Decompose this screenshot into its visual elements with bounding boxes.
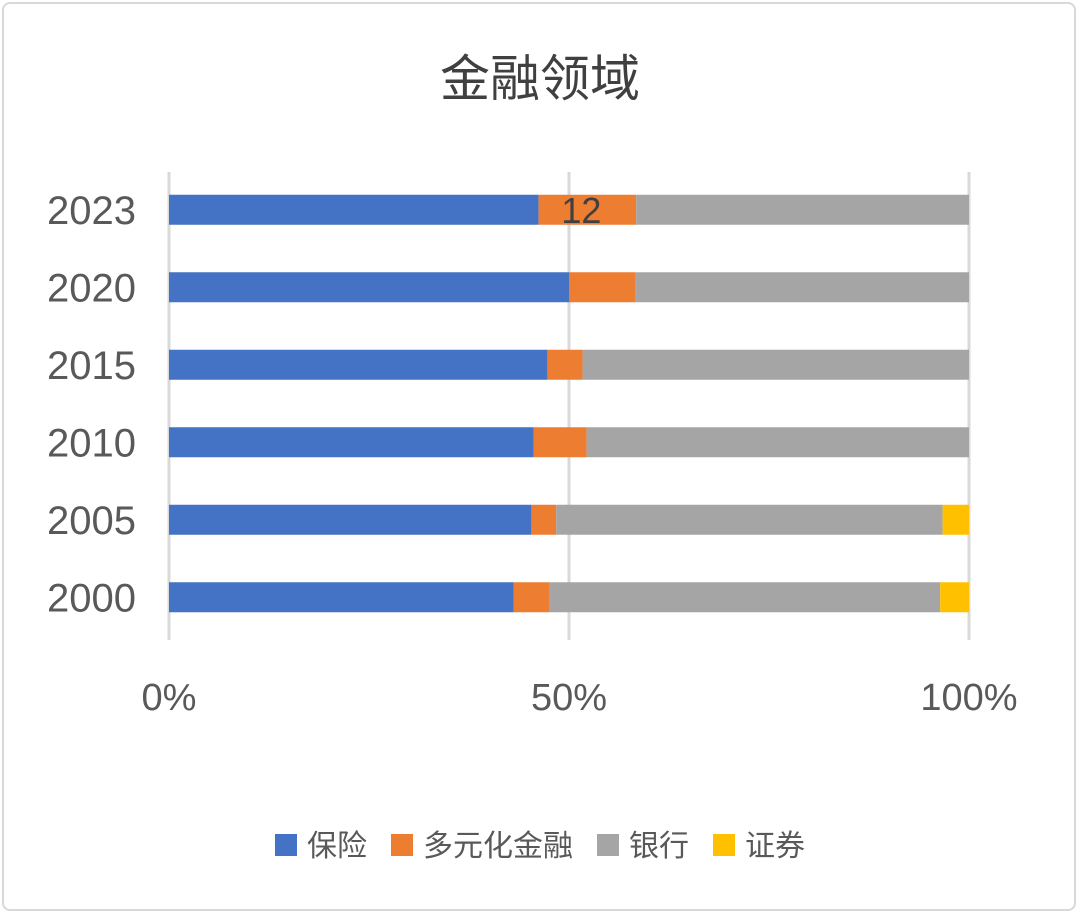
bar-segment (169, 504, 532, 535)
bars (169, 194, 969, 613)
legend-swatch (275, 834, 297, 856)
bar-segment (635, 272, 969, 303)
bar-segment (586, 427, 969, 458)
bar-segment (582, 349, 969, 380)
y-tick-label: 2023 (47, 189, 136, 233)
y-tick-label: 2010 (47, 421, 136, 465)
bar-segment (169, 349, 548, 380)
bar-segment (636, 194, 969, 225)
legend: 保险 多元化金融 银行 证券 (275, 829, 805, 864)
bar-segment (533, 427, 587, 458)
data-labels: 12 (561, 190, 601, 231)
data-label: 12 (561, 190, 601, 231)
legend-label: 保险 (307, 829, 367, 864)
legend-swatch (597, 834, 619, 856)
bar-segment (538, 194, 637, 225)
y-tick-label: 2000 (47, 576, 136, 620)
bar-segment (169, 427, 534, 458)
bar-segment (513, 582, 549, 613)
bar-segment (169, 272, 569, 303)
bar-segment (169, 194, 539, 225)
y-axis-labels: 2023 2020 2015 2010 2005 2000 (47, 189, 136, 621)
bar-segment (942, 504, 969, 535)
legend-label: 多元化金融 (423, 829, 573, 864)
legend-swatch (713, 834, 735, 856)
x-axis-labels: 0% 50% 100% (142, 677, 1018, 719)
bar-segment (569, 272, 636, 303)
y-tick-label: 2005 (47, 499, 136, 543)
y-tick-label: 2020 (47, 266, 136, 310)
bar-segment (556, 504, 943, 535)
gridlines (167, 172, 971, 640)
bar-segment (549, 582, 941, 613)
x-tick-label: 0% (142, 677, 197, 719)
x-tick-label: 100% (920, 677, 1017, 719)
bar-segment (547, 349, 583, 380)
x-tick-label: 50% (531, 677, 607, 719)
legend-label: 银行 (629, 829, 689, 864)
y-tick-label: 2015 (47, 344, 136, 388)
chart-title: 金融领域 (440, 50, 640, 108)
bar-segment (531, 504, 557, 535)
legend-label: 证券 (745, 829, 805, 864)
bar-segment (940, 582, 969, 613)
legend-swatch (391, 834, 413, 856)
bar-segment (169, 582, 514, 613)
